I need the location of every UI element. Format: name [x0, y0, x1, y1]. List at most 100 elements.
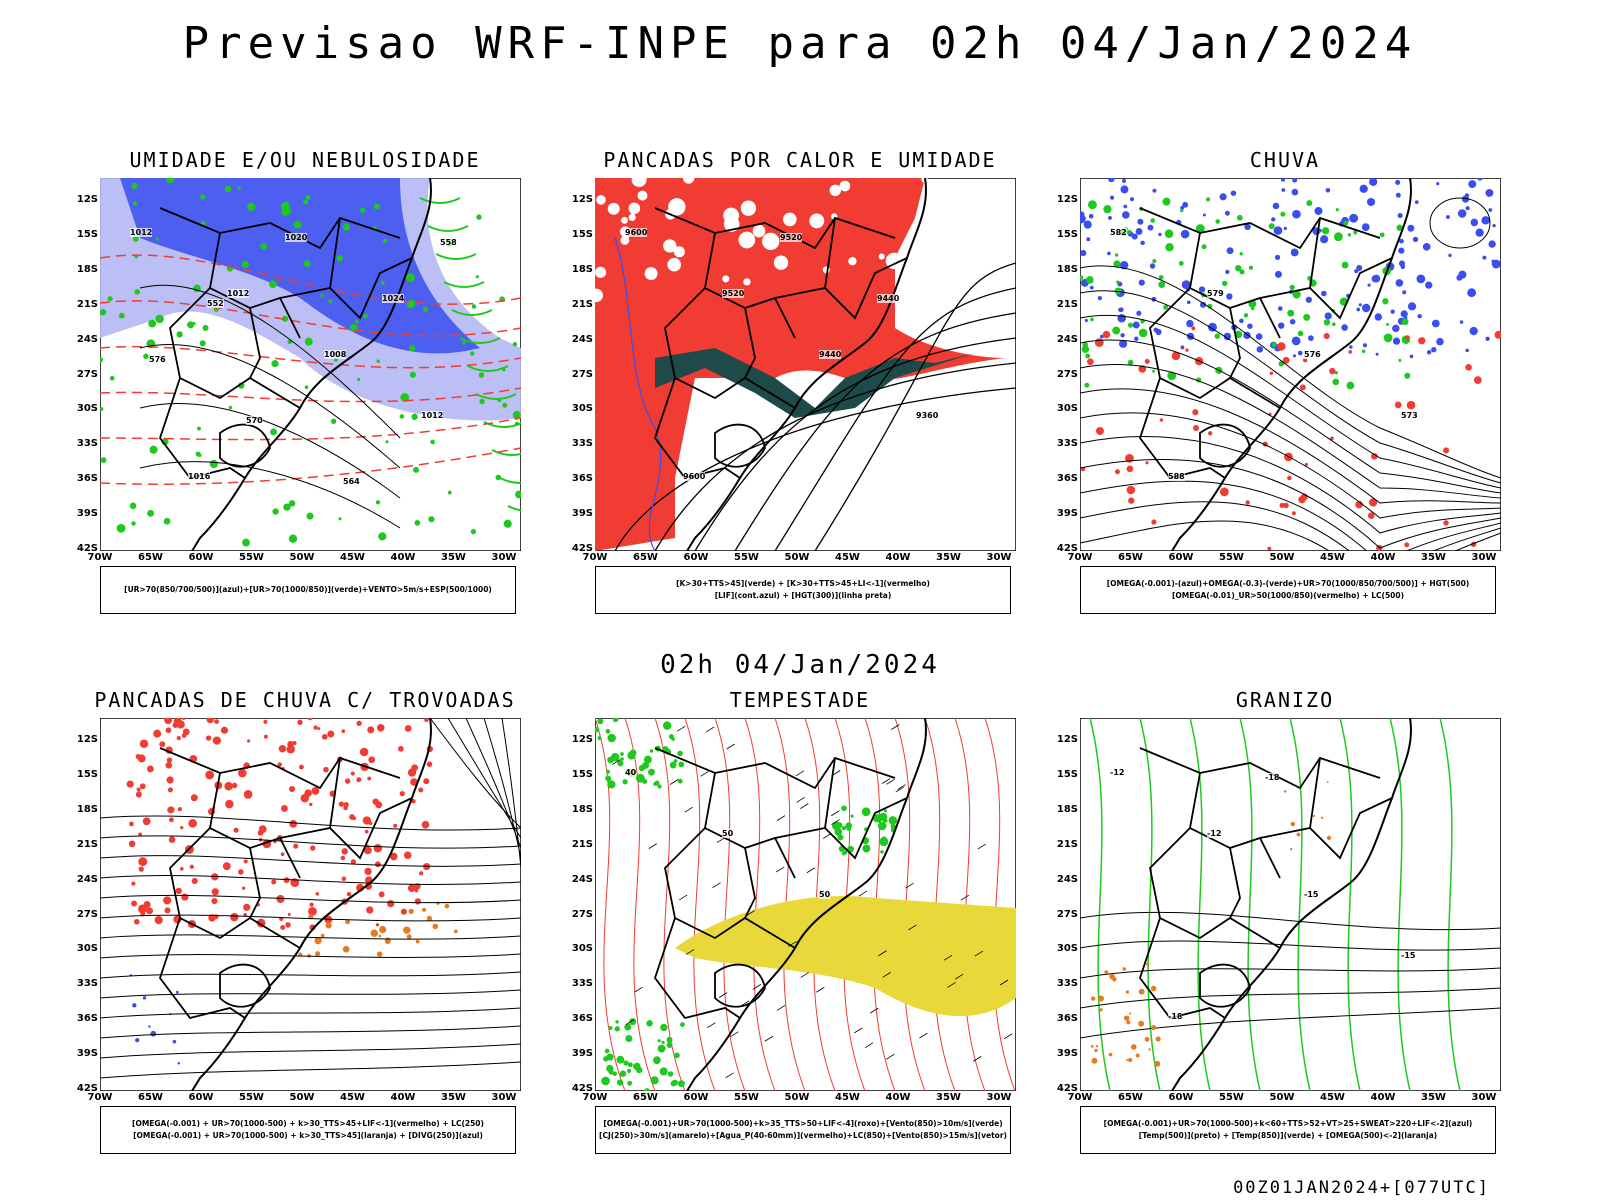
lat-tick-label: 36S — [1056, 473, 1078, 485]
lat-tick-label: 21S — [76, 838, 98, 850]
lat-tick-label: 21S — [1056, 838, 1078, 850]
legend-line: [K>30+TTS>45](verde) + [K>30+TTS>45+LI<-… — [676, 579, 930, 588]
panel-legend: [OMEGA(-0.001) + UR>70(1000-500) + k>30_… — [100, 1106, 516, 1154]
panel-title: PANCADAS POR CALOR E UMIDADE — [603, 148, 997, 172]
lat-tick-label: 21S — [571, 298, 593, 310]
forecast-time-title: 02h 04/Jan/2024 — [660, 650, 940, 680]
map-canvas — [595, 718, 1016, 1091]
lat-tick-label: 15S — [1056, 768, 1078, 780]
lon-tick-label: 40W — [390, 1092, 416, 1103]
panel-title: GRANIZO — [1235, 688, 1335, 712]
lon-tick-label: 30W — [491, 552, 517, 563]
main-title: Previsao WRF-INPE para 02h 04/Jan/2024 — [182, 18, 1418, 69]
legend-line: [LIF](cont.azul) + [HGT(300)](linha pret… — [714, 591, 892, 600]
lat-tick-label: 36S — [1056, 1013, 1078, 1025]
lon-tick-label: 60W — [683, 552, 709, 563]
lat-tick-label: 42S — [76, 1083, 98, 1094]
lon-tick-label: 55W — [1219, 1092, 1244, 1103]
map-canvas — [100, 718, 521, 1091]
legend-line: [OMEGA(-0.001)-(azul)+OMEGA(-0.3)-(verde… — [1106, 579, 1470, 588]
lon-tick-label: 70W — [1067, 552, 1093, 563]
lon-tick-label: 40W — [1370, 552, 1396, 563]
lon-tick-label: 45W — [1320, 552, 1345, 563]
lat-tick-label: 30S — [76, 943, 98, 955]
panel-legend: [K>30+TTS>45](verde) + [K>30+TTS>45+LI<-… — [595, 566, 1011, 614]
lon-tick-label: 55W — [239, 1092, 264, 1103]
lon-tick-label: 30W — [491, 1092, 517, 1103]
contour-label: 9520 — [780, 233, 803, 242]
contour-label: 564 — [343, 477, 360, 486]
lat-tick-label: 39S — [1056, 508, 1078, 520]
contour-label: 1012 — [421, 411, 444, 420]
panel-title: TEMPESTADE — [729, 688, 871, 712]
lat-tick-label: 24S — [571, 873, 593, 885]
legend-line: [Temp(500)](preto) + [Temp(850)](verde) … — [1138, 1131, 1438, 1140]
lat-tick-label: 18S — [1056, 263, 1078, 275]
panel-title: UMIDADE E/OU NEBULOSIDADE — [129, 148, 481, 172]
lon-tick-label: 50W — [784, 1092, 810, 1103]
lat-tick-label: 33S — [1056, 438, 1078, 450]
lon-tick-label: 35W — [936, 1092, 961, 1103]
lat-tick-label: 21S — [571, 838, 593, 850]
lon-tick-label: 70W — [582, 552, 608, 563]
lon-tick-label: 30W — [1471, 552, 1497, 563]
map-panel: CHUVA 12S 15S 18S 21S 24S 27S 30S 33S 36S 39S 42S 70… — [1050, 148, 1520, 633]
lat-tick-label: 30S — [571, 403, 593, 415]
contour-label: 9600 — [683, 472, 706, 481]
lon-tick-label: 45W — [835, 552, 860, 563]
lat-tick-label: 39S — [76, 1048, 98, 1060]
lon-tick-label: 65W — [138, 552, 163, 563]
contour-label: 1020 — [285, 233, 308, 242]
lat-tick-label: 12S — [1056, 734, 1078, 745]
lon-tick-label: 55W — [734, 552, 759, 563]
contour-label: -18 — [1265, 773, 1280, 782]
lat-tick-label: 27S — [571, 368, 593, 380]
lat-tick-label: 27S — [1056, 908, 1078, 920]
contour-label: 9440 — [819, 350, 842, 359]
lat-tick-label: 42S — [1056, 1083, 1078, 1094]
lon-tick-label: 40W — [885, 552, 911, 563]
weather-map — [595, 178, 1016, 551]
lon-tick-label: 55W — [239, 552, 264, 563]
map-panel: PANCADAS DE CHUVA C/ TROVOADAS 12S 15S 18S 2… — [70, 688, 540, 1173]
map-panel: PANCADAS POR CALOR E UMIDADE 12S 15S 18S 21S… — [565, 148, 1035, 633]
lat-tick-label: 12S — [571, 194, 593, 205]
legend-line: [OMEGA(-0.001) + UR>70(1000-500) + k>30_… — [133, 1131, 483, 1140]
lat-tick-label: 24S — [1056, 873, 1078, 885]
lon-tick-label: 30W — [1471, 1092, 1497, 1103]
lat-tick-label: 15S — [1056, 228, 1078, 240]
contour-label: -15 — [1304, 890, 1319, 899]
lon-tick-label: 65W — [633, 552, 658, 563]
contour-label: 588 — [1168, 472, 1185, 481]
lat-tick-label: 15S — [76, 768, 98, 780]
panel-legend: [OMEGA(-0.001)+UR>70(1000-500)+k>35_TTS>… — [595, 1106, 1011, 1154]
lon-tick-label: 60W — [188, 1092, 214, 1103]
lon-tick-label: 35W — [1421, 552, 1446, 563]
contour-label: 552 — [207, 299, 224, 308]
contour-label: -12 — [1207, 829, 1222, 838]
lat-tick-label: 12S — [76, 194, 98, 205]
lon-tick-label: 30W — [986, 1092, 1012, 1103]
contour-label: 9520 — [722, 289, 745, 298]
contour-label: 9440 — [877, 294, 900, 303]
lat-tick-label: 39S — [1056, 1048, 1078, 1060]
lat-tick-label: 39S — [76, 508, 98, 520]
lon-tick-label: 30W — [986, 552, 1012, 563]
contour-label: -18 — [1168, 1012, 1183, 1021]
lon-tick-label: 60W — [1168, 552, 1194, 563]
map-panel: TEMPESTADE 12S 15S 18S 21S 24S 27S 30S 33S 36S 39S… — [565, 688, 1035, 1173]
lat-tick-label: 30S — [1056, 943, 1078, 955]
lat-tick-label: 21S — [76, 298, 98, 310]
lat-tick-label: 27S — [1056, 368, 1078, 380]
lon-tick-label: 35W — [441, 1092, 466, 1103]
contour-label: -15 — [1401, 951, 1416, 960]
lat-tick-label: 33S — [571, 978, 593, 990]
legend-line: [OMEGA(-0.001) + UR>70(1000-500) + k>30_… — [132, 1119, 484, 1128]
lat-tick-label: 15S — [76, 228, 98, 240]
contour-label: 9360 — [916, 411, 939, 420]
lat-tick-label: 18S — [76, 263, 98, 275]
lat-tick-label: 42S — [1056, 543, 1078, 554]
contour-label: 1012 — [227, 289, 250, 298]
contour-label: 579 — [1207, 289, 1224, 298]
lat-tick-label: 42S — [571, 1083, 593, 1094]
